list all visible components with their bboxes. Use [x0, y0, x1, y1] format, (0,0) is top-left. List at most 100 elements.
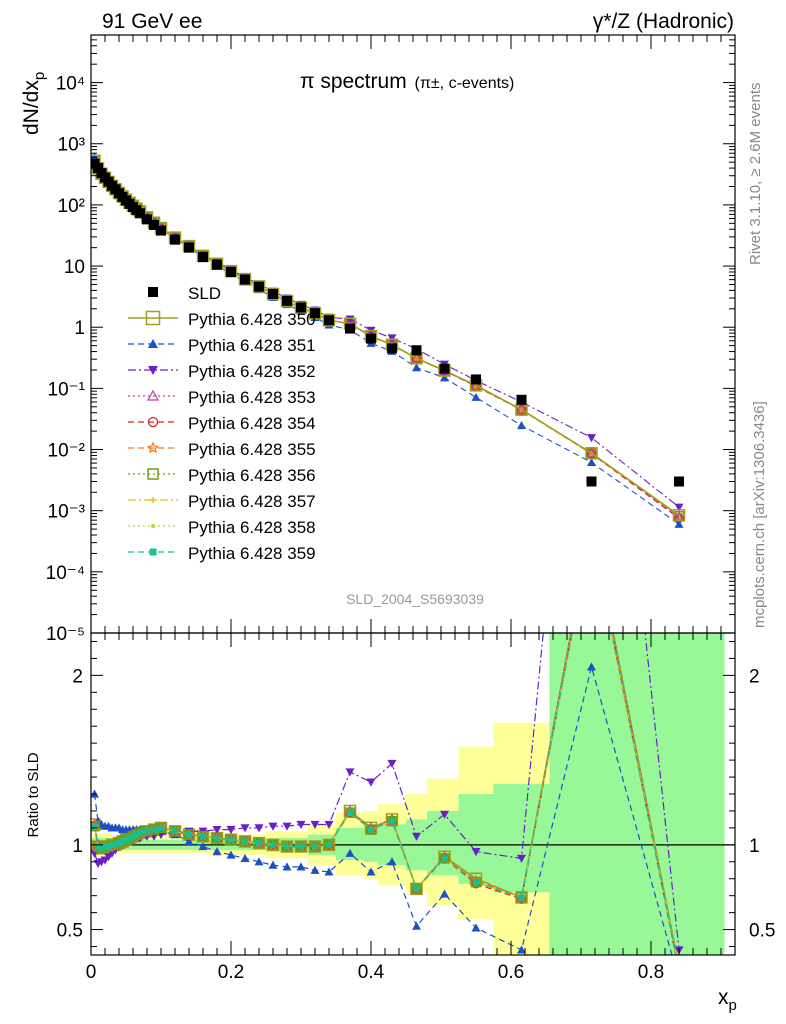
ratio-point-series-359 — [325, 841, 333, 848]
ratio-point-series-359 — [129, 833, 137, 840]
main-ytick-label: 10 — [64, 257, 85, 278]
mc-point-series-350 — [585, 446, 598, 460]
ratio-point-series-351 — [184, 836, 194, 846]
ratio-plot-layer — [91, 129, 735, 976]
ratio-point-series-359 — [518, 894, 525, 901]
ratio-point-series-355 — [587, 527, 596, 535]
mc-point-series-351 — [91, 152, 99, 161]
ratio-point-series-351 — [240, 853, 250, 862]
ratio-point-series-351 — [345, 848, 355, 857]
rivet-label: Rivet 3.1.10, ≥ 2.6M events — [747, 83, 764, 266]
main-ytick-label: 10⁻² — [48, 441, 86, 462]
main-ytick-label: 10³ — [58, 135, 85, 156]
ratio-point-series-352 — [387, 759, 397, 768]
xtick-label: 0.8 — [638, 962, 664, 983]
ratio-point-series-351 — [471, 923, 481, 932]
ratio-point-series-359 — [150, 826, 158, 833]
legend-label-series-359: Pythia 6.428 359 — [188, 544, 316, 563]
ratio-point-series-357 — [676, 966, 681, 971]
main-ytick-label: 10⁻⁵ — [46, 624, 85, 645]
data-point-sld — [226, 266, 236, 277]
ratio-point-series-356 — [386, 815, 398, 827]
ratio-point-series-352 — [412, 832, 421, 841]
legend-marker-series-359 — [149, 548, 157, 556]
uncertainty-band-green — [458, 794, 494, 884]
ratio-point-series-359 — [94, 843, 102, 850]
ratio-point-series-358 — [590, 529, 594, 533]
ratio-point-series-356 — [516, 892, 527, 903]
ratio-point-series-359 — [388, 817, 396, 825]
main-curves — [91, 152, 686, 528]
ratio-line-series-351 — [93, 664, 673, 955]
ratio-ytick-label-right: 2 — [749, 666, 760, 687]
data-point-sld — [198, 252, 208, 263]
ratio-point-series-357 — [589, 529, 594, 534]
ratio-point-series-359 — [108, 841, 116, 848]
ratio-point-series-356 — [587, 527, 596, 536]
uncertainty-band-green — [549, 633, 725, 955]
ratio-point-series-353 — [675, 966, 684, 974]
ratio-point-series-352 — [517, 854, 526, 863]
ratio-point-series-359 — [213, 834, 221, 842]
legend-marker-series-357 — [150, 497, 156, 503]
ratio-point-series-351 — [366, 867, 376, 876]
ratio-point-series-352 — [282, 822, 292, 831]
ratio-point-series-359 — [472, 878, 480, 886]
ratio-point-series-359 — [143, 828, 151, 835]
ratio-point-series-356 — [309, 841, 321, 852]
ratio-ytick-label: 2 — [72, 666, 83, 687]
data-point-sld — [282, 295, 292, 306]
mc-point-series-351 — [587, 457, 596, 467]
legend-label-series-358: Pythia 6.428 358 — [188, 518, 316, 537]
legend-label-sld: SLD — [188, 284, 221, 303]
ratio-point-series-359 — [101, 843, 109, 850]
x-axis-label-text: x — [718, 986, 729, 1009]
ratio-point-series-352 — [254, 824, 264, 833]
x-axis-label: xp — [718, 986, 737, 1014]
xtick-label: 0.6 — [498, 962, 524, 983]
xtick-label: 0 — [86, 962, 97, 983]
legend-label-series-353: Pythia 6.428 353 — [188, 388, 316, 407]
data-point-sld — [586, 476, 597, 487]
main-title: π spectrum (π±, c-events) — [300, 70, 514, 93]
legend-label-series-356: Pythia 6.428 356 — [188, 466, 316, 485]
legend-label-series-351: Pythia 6.428 351 — [188, 336, 316, 355]
ratio-point-series-359 — [115, 839, 123, 847]
ratio-point-series-359 — [255, 839, 263, 847]
x-axis-label-sub: p — [729, 997, 737, 1014]
data-point-sld — [471, 374, 481, 385]
ratio-point-series-359 — [346, 809, 354, 816]
ratio-point-series-350 — [674, 961, 685, 972]
mc-line-series-351 — [93, 156, 680, 525]
ratio-point-series-356 — [169, 826, 181, 837]
ratio-point-series-352 — [310, 820, 320, 830]
data-point-sld — [135, 208, 145, 219]
mcplots-label: mcplots.cern.ch [arXiv:1306.3436] — [751, 401, 768, 628]
data-point-sld — [296, 302, 306, 313]
ratio-point-series-356 — [344, 807, 356, 818]
data-point-sld — [156, 225, 166, 236]
main-ytick-label: 10⁻⁴ — [46, 563, 85, 584]
ratio-point-series-352 — [240, 824, 250, 833]
ratio-point-series-352 — [587, 129, 596, 137]
ratio-point-series-359 — [311, 843, 319, 850]
ratio-point-series-356 — [470, 876, 482, 888]
legend: SLD Pythia 6.428 350 Pythia 6.428 351 Pythi… — [128, 284, 316, 563]
ratio-point-series-354 — [675, 968, 683, 976]
data-point-sld — [674, 476, 684, 487]
mc-point-series-350 — [672, 509, 686, 522]
data-point-sld — [142, 214, 152, 225]
mc-point-series-351 — [674, 519, 684, 528]
ratio-point-series-359 — [283, 843, 291, 850]
ratio-point-series-359 — [297, 843, 305, 850]
main-ytick-label: 10⁻¹ — [48, 379, 86, 400]
mc-point-series-351 — [517, 421, 526, 430]
legend-marker-series-352 — [148, 366, 158, 375]
ratio-point-series-352 — [226, 825, 236, 835]
analysis-label: SLD_2004_S5693039 — [346, 591, 484, 607]
xtick-label: 0.4 — [358, 962, 385, 983]
ratio-point-series-351 — [254, 857, 264, 866]
mc-point-series-353 — [470, 380, 482, 391]
data-point-sld — [345, 323, 355, 334]
